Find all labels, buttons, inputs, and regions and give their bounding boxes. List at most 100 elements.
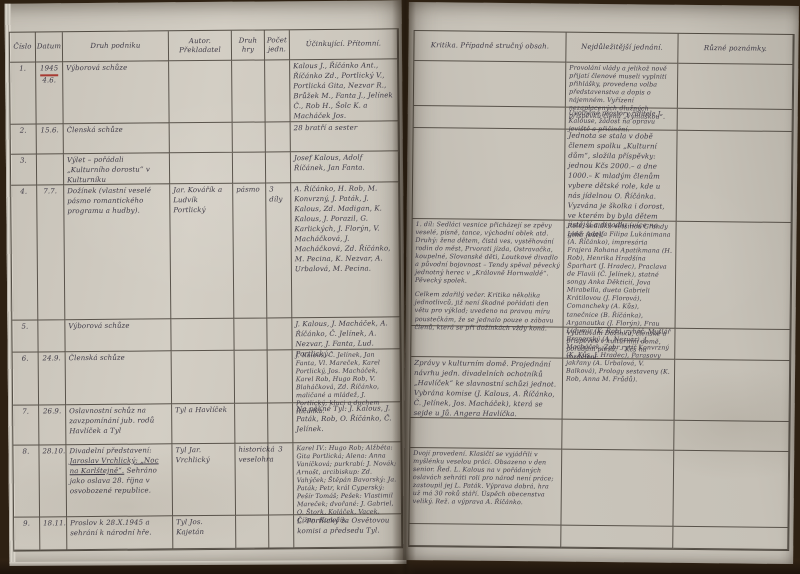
row9-ucinkujici: L. Portlický za Osvětovou komisi a předs… [294,514,403,549]
empty-cell [561,525,674,549]
register-left-page: Číslo Datum Druh podniku Autor. Překlada… [4,0,407,567]
row1-druh: Výborová schůze [63,61,170,125]
empty-cell [562,358,676,421]
row3-ucinkujici: Josef Kalous, Adolf Říčánek, Jan Fanta. [290,151,400,184]
row9-autor: Tyl Jos. Kajetán [173,515,237,550]
col-header-druh-podniku: Druh podniku [62,31,170,63]
row8-autor: Tyl Jar. Vrchlický [172,443,237,517]
row2-datum: 15.6. [36,124,64,155]
row8-datum: 28.10. [39,445,68,518]
empty-cell [267,350,294,404]
empty-cell [411,326,564,359]
row1-jednani: Provolání vlády a jelikož nově přijatí č… [565,62,679,121]
empty-cell [235,403,269,444]
row2-cislo: 2. [10,124,37,155]
year-1945-red-underline: 1945 [39,64,59,77]
row3-druh: Výlet – pořádali „Kulturního dorostu“ v … [63,153,171,186]
empty-cell [562,419,675,451]
col-header-jednani: Nejdůležitější jednání. [566,32,679,64]
row6-druh: Členská schůze [65,351,173,406]
empty-cell [232,122,266,153]
register-right-page: Kritika. Případně stručný obsah. Nejdůle… [403,1,799,565]
col-header-poznamky: Různé poznámky. [678,33,794,66]
empty-cell [561,449,675,527]
row1-datum: 1945 4.6. [36,62,64,125]
row1-day: 4.6. [42,76,57,85]
row4-jednani-role-list: Role: sedláků většinou Grandy Lidé; Adol… [563,220,677,383]
row4-ucinkujici: A. Říčánko, H. Rob, M. Konvrzný, J. Patá… [291,182,401,319]
row7-druh: Oslavnostní schůz na zavzpomínání jub. r… [66,404,173,446]
register-table-left: Číslo Datum Druh podniku Autor. Překlada… [8,28,404,552]
empty-cell [412,128,566,221]
empty-cell [38,320,66,353]
row9-druh: Proslov k 28.X.1945 a sehrání k národní … [67,516,174,551]
empty-cell [169,122,233,154]
empty-cell [410,418,563,450]
row6-ucinkujici: J. Kalous, Č. Jelínek, Jan Fanta, Vl. Ma… [292,349,402,416]
row2-ucinkujici: 28 bratří a sester [290,121,399,153]
row9-cislo: 9. [14,517,41,551]
row8-pocet: 3 [268,443,295,516]
col-header-autor: Autor. Překladatel [168,30,233,62]
col-header-druh-hry: Druh hry [231,30,266,61]
row3-cislo: 3. [10,154,38,186]
row4-druh: Dožínek (vlastní veselé pásmo romantické… [64,184,172,321]
row7-autor: Tyl a Havlíček [172,403,236,445]
empty-cell [269,515,295,549]
empty-cell [674,359,791,422]
empty-cell [169,152,234,185]
empty-cell [171,350,236,405]
empty-cell [413,61,567,108]
row8-druh-text: Divadelní představení: [69,446,152,456]
col-header-cislo: Číslo [9,32,37,63]
empty-cell [265,152,292,184]
empty-cell [409,524,562,548]
row1-ucinkujici: Kalous J., Říčánko Ant., Říčánko Zd., Po… [290,59,399,123]
empty-cell [677,108,793,132]
empty-cell [169,60,233,124]
row8-druh-hry: historická veselohra [235,443,275,516]
row6-kritika: Zprávy v kulturním domě. Projednání návr… [410,357,564,420]
empty-cell [268,403,294,444]
empty-cell [36,154,65,186]
empty-cell [234,318,268,351]
row6-cislo: 6. [12,352,40,406]
row2-jednani: Uvolněné prostory řiditele J. Kalouse, ž… [565,107,678,133]
row5-ucinkujici: J. Kalous, J. Macháček, A. Říčánko, Č. J… [292,317,401,358]
row4-kritika: 1. díl: Sedláci vesnice přicházejí se zp… [411,219,565,332]
empty-cell [265,122,291,153]
empty-cell [673,526,789,550]
row2-druh: Členská schůze [63,123,170,155]
empty-cell [675,221,792,330]
register-table-right: Kritika. Případně stručný obsah. Nejdůle… [408,30,795,551]
row7-cislo: 7. [13,405,40,446]
row4-datum: 7.7. [37,185,66,321]
col-header-pocet-jedn: Počet jedn. [264,30,291,61]
row8-druh: Divadelní představení: Jaroslav Vrchlick… [66,444,174,518]
col-header-datum: Datum [35,32,64,63]
row7-ucinkujici: Na pěkné Tyl: J. Kalous, J. Paták, Rob, … [293,402,402,444]
empty-cell [676,130,793,223]
empty-cell [674,420,790,452]
row6-datum: 24.9. [38,352,67,406]
empty-cell [232,60,266,123]
row3-jednani: Jednota se stala v době členem spolku „K… [564,129,678,239]
empty-cell [171,318,235,352]
row8-kritika: Dvojí provedení. Klasičtí se vyjádřili v… [409,448,563,526]
empty-cell [677,63,794,110]
empty-cell [675,328,791,361]
row1-cislo: 1. [10,62,37,125]
empty-cell [234,350,269,404]
row4-cislo: 4. [11,185,39,321]
empty-cell [673,450,790,528]
row4-autor: Jar. Kovářík a Ludvík Portlický [170,183,235,320]
row9-datum: 18.11. [40,517,68,551]
row4-kritika-p1: 1. díl: Sedláci vesnice přicházejí se zp… [414,221,560,285]
row4-pocet: 3 díly [266,183,293,319]
empty-cell [236,515,270,549]
empty-cell [265,60,291,123]
empty-cell [267,318,293,351]
row5-cislo: 5. [12,320,39,353]
row8-ucinkujici-cast-list: Karel IV.: Hugo Rob; Alžběta: Gita Portl… [293,442,403,525]
empty-cell [413,106,566,130]
